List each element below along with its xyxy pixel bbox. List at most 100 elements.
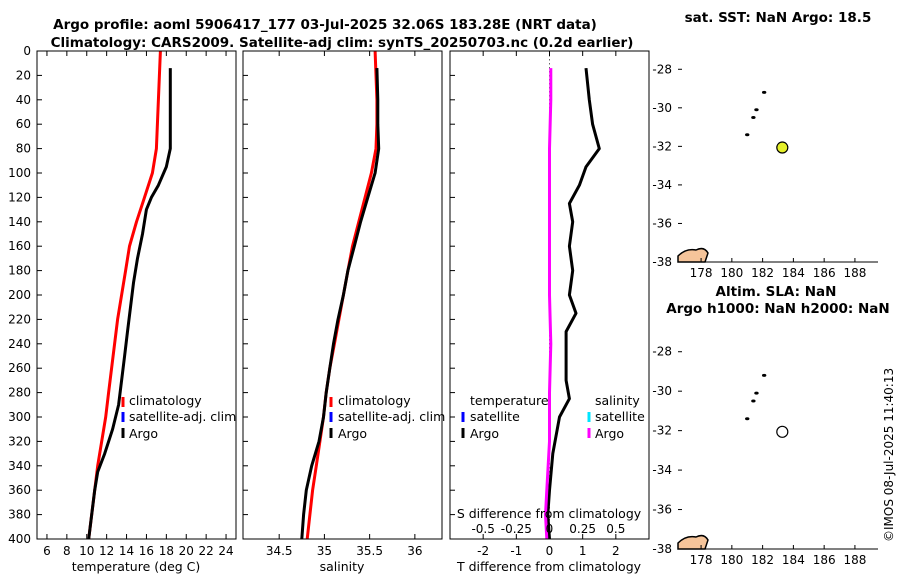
y-tick-label: 60 bbox=[16, 117, 31, 131]
land-coastline bbox=[677, 534, 709, 550]
legend-title-salinity: salinity bbox=[595, 393, 640, 408]
island-marker bbox=[754, 391, 759, 395]
x-tick-label: 20 bbox=[179, 544, 194, 558]
sla-map-x-ticks: 178 180 182 184 186 188 bbox=[690, 545, 866, 567]
series-line-s-difference-argo bbox=[544, 68, 553, 540]
y-tick-label: 220 bbox=[8, 312, 31, 326]
y-tick-label: 200 bbox=[8, 288, 31, 302]
map-x-tick-label: 182 bbox=[751, 266, 774, 280]
header-line-2: Climatology: CARS2009. Satellite-adj cli… bbox=[51, 35, 634, 51]
x-tick-label: 36 bbox=[407, 544, 422, 558]
x-tick-label: 1 bbox=[579, 544, 587, 558]
x-tick-label: 18 bbox=[159, 544, 174, 558]
sst-map-panel: sat. SST: NaN Argo: 18.5 178 180 182 184 186… bbox=[652, 10, 878, 280]
map-x-tick-label: 180 bbox=[720, 266, 743, 280]
x-tick-label: 12 bbox=[99, 544, 114, 558]
temperature-x-ticks: 6 8 10 12 14 16 18 20 22 24 bbox=[43, 51, 234, 558]
s-difference-tick-label: 0.25 bbox=[569, 522, 596, 536]
temperature-xlabel: temperature (deg C) bbox=[72, 559, 201, 574]
legend-label-satellite: satellite-adj. clim bbox=[338, 409, 445, 424]
map-y-tick-label: -34 bbox=[652, 178, 672, 192]
x-tick-label: 35.5 bbox=[356, 544, 383, 558]
y-tick-label: 140 bbox=[8, 215, 31, 229]
map-y-tick-label: -32 bbox=[652, 424, 672, 438]
salinity-difference-legend: salinity satellite Argo bbox=[587, 393, 645, 441]
y-tick-label: 380 bbox=[8, 508, 31, 522]
series-line-argo bbox=[300, 68, 381, 540]
y-tick-label: 360 bbox=[8, 483, 31, 497]
map-y-tick-label: -32 bbox=[652, 139, 672, 153]
map-y-tick-label: -28 bbox=[652, 62, 672, 76]
y-tick-label: 320 bbox=[8, 434, 31, 448]
series-line-t-difference-argo bbox=[546, 67, 601, 540]
map-x-tick-label: 186 bbox=[813, 266, 836, 280]
sla-map-title-2: Argo h1000: NaN h2000: NaN bbox=[666, 301, 889, 317]
x-tick-label: 10 bbox=[79, 544, 94, 558]
island-marker bbox=[751, 115, 756, 119]
argo-position-marker bbox=[776, 141, 789, 154]
salinity-xlabel: salinity bbox=[320, 559, 365, 574]
salinity-plot-area bbox=[300, 50, 381, 540]
temperature-axes-box bbox=[36, 50, 237, 540]
y-tick-label: 80 bbox=[16, 142, 31, 156]
depth-y-ticks: 0 20 40 60 80 100 120 140 160 180 200 220 240 260 280 3… bbox=[8, 44, 42, 546]
y-tick-label: 260 bbox=[8, 361, 31, 375]
sla-map-area bbox=[677, 373, 878, 550]
y-tick-label: 40 bbox=[16, 93, 31, 107]
x-tick-label: 6 bbox=[43, 544, 51, 558]
map-y-tick-label: -36 bbox=[652, 503, 672, 517]
t-difference-xlabel: T difference from climatology bbox=[456, 559, 642, 574]
legend-label-t-argo: Argo bbox=[470, 426, 499, 441]
difference-plot-area bbox=[544, 51, 601, 540]
s-difference-tick-label: -0.5 bbox=[471, 522, 494, 536]
sla-map-y-ticks: -28 -30 -32 -34 -36 -38 bbox=[652, 345, 682, 556]
map-x-tick-label: 178 bbox=[690, 266, 713, 280]
island-marker bbox=[745, 133, 750, 137]
map-x-tick-label: 186 bbox=[813, 553, 836, 567]
s-difference-tick-label: 0 bbox=[546, 522, 554, 536]
map-x-tick-label: 188 bbox=[843, 553, 866, 567]
x-tick-label: 34.5 bbox=[266, 544, 293, 558]
x-tick-label: 24 bbox=[218, 544, 233, 558]
temperature-panel: 6 8 10 12 14 16 18 20 22 24 0 20 40 60 80 100 120 140 160… bbox=[8, 44, 237, 574]
legend-label-argo: Argo bbox=[129, 426, 158, 441]
sst-map-area bbox=[677, 90, 878, 263]
salinity-x-ticks: 34.5 35 35.5 36 bbox=[243, 50, 423, 558]
legend-label-satellite: satellite-adj. clim bbox=[129, 409, 236, 424]
x-tick-label: -1 bbox=[510, 544, 522, 558]
map-y-tick-label: -34 bbox=[652, 463, 672, 477]
legend-label-climatology: climatology bbox=[129, 393, 202, 408]
island-marker bbox=[751, 399, 756, 403]
header-line-1: Argo profile: aoml 5906417_177 03-Jul-20… bbox=[53, 17, 597, 33]
sla-map-title-1: Altim. SLA: NaN bbox=[716, 284, 837, 300]
series-line-climatology bbox=[87, 50, 162, 540]
map-x-tick-label: 180 bbox=[720, 553, 743, 567]
x-tick-label: -2 bbox=[477, 544, 489, 558]
y-tick-label: 340 bbox=[8, 459, 31, 473]
legend-label-t-satellite: satellite bbox=[470, 409, 520, 424]
y-tick-label: 400 bbox=[8, 532, 31, 546]
map-x-tick-label: 184 bbox=[782, 266, 805, 280]
temperature-legend: climatology satellite-adj. clim Argo bbox=[121, 393, 236, 441]
imos-timestamp: ©IMOS 08-Jul-2025 11:40:13 bbox=[882, 368, 896, 542]
y-tick-label: 100 bbox=[8, 166, 31, 180]
y-tick-label: 0 bbox=[23, 44, 31, 58]
map-x-tick-label: 178 bbox=[690, 553, 713, 567]
salinity-legend: climatology satellite-adj. clim Argo bbox=[329, 393, 445, 441]
legend-label-climatology: climatology bbox=[338, 393, 411, 408]
x-tick-label: 16 bbox=[139, 544, 154, 558]
y-tick-label: 180 bbox=[8, 264, 31, 278]
argo-position-marker bbox=[776, 425, 789, 438]
y-tick-label: 280 bbox=[8, 386, 31, 400]
s-difference-tick-label: 0.5 bbox=[606, 522, 625, 536]
salinity-panel: 34.5 35 35.5 36 salinity climatology satell… bbox=[242, 50, 445, 574]
sst-map-x-ticks: 178 180 182 184 186 188 bbox=[690, 258, 866, 280]
legend-label-argo: Argo bbox=[338, 426, 367, 441]
x-tick-label: 14 bbox=[119, 544, 134, 558]
sla-map-panel: Altim. SLA: NaN Argo h1000: NaN h2000: N… bbox=[652, 284, 889, 567]
island-marker bbox=[745, 417, 750, 421]
temperature-difference-legend: temperature satellite Argo bbox=[461, 393, 549, 441]
s-difference-top-ticks: -0.5 -0.25 0 0.25 0.5 bbox=[471, 522, 625, 536]
map-y-tick-label: -30 bbox=[652, 384, 672, 398]
map-y-tick-label: -36 bbox=[652, 216, 672, 230]
